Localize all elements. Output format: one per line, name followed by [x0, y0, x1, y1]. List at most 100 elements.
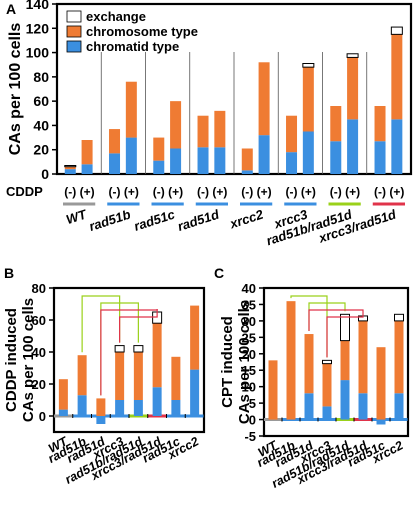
bar-chromatid-xrcc2: [190, 369, 200, 416]
y-axis-label-a: CAs per 100 cells: [7, 23, 24, 156]
y-tick-label-c: 5: [249, 396, 256, 411]
y-tick-label-b: 60: [32, 313, 46, 328]
y-tick-label-a: 40: [33, 117, 49, 133]
panel-label-c: C: [214, 265, 224, 281]
bar-chromosome-rad51d: [304, 334, 314, 394]
significance-bracket: [119, 309, 158, 343]
y-tick-label-c: 0: [249, 413, 256, 428]
bar-chromatid-WT: [58, 409, 68, 416]
bar-chromosome-rad51b: [286, 301, 296, 420]
panel-label-b: B: [4, 265, 14, 281]
bar-chromosome-WT: [58, 379, 68, 410]
bar-chromatid-rad51d: [96, 416, 106, 424]
legend-entry: chromatid type: [86, 39, 179, 54]
legend-swatch: [66, 25, 82, 38]
bar-chromosome-xrcc2: [190, 305, 200, 370]
y-tick-label-a: 20: [33, 142, 49, 158]
bar-chromosome-rad51b-plus: [125, 81, 137, 138]
group-label-rad51d: rad51d: [176, 206, 222, 234]
bar-chromatid-xrcc3/rad51d-minus: [374, 141, 386, 174]
legend-entry: exchange: [86, 9, 146, 24]
treatment-label: (-): [241, 185, 253, 199]
bar-chromatid-rad51c: [376, 419, 386, 425]
y-tick-label-a: 140: [26, 0, 50, 12]
bar-chromatid-xrcc3: [115, 400, 125, 416]
y-axis-label-b: CAs per 100 cells: [20, 298, 37, 422]
bar-chromatid-xrcc3-minus: [286, 152, 298, 174]
y-tick-label-c: 40: [242, 281, 256, 296]
bar-chromatid-rad51b/rad51d: [133, 400, 143, 416]
y-tick-label-c: 10: [242, 380, 256, 395]
treatment-label: (-): [197, 185, 209, 199]
treatment-label: (+): [345, 185, 360, 199]
y-axis-label-b: CDDP induced: [3, 308, 20, 412]
bar-chromosome-xrcc3: [322, 363, 332, 407]
group-label-WT: WT: [64, 206, 89, 227]
bar-chromosome-rad51b/rad51d-minus: [330, 106, 342, 142]
y-tick-label-c: 20: [242, 347, 256, 362]
bar-chromatid-WT-minus: [64, 169, 76, 174]
significance-bracket: [100, 309, 158, 396]
bar-exchange-xrcc3-plus: [302, 63, 315, 68]
bar-chromosome-WT-minus: [64, 166, 76, 170]
treatment-label: (+): [168, 185, 183, 199]
bar-chromatid-rad51b: [77, 395, 87, 416]
bar-chromatid-rad51b-plus: [125, 137, 137, 174]
legend-swatch: [66, 10, 82, 23]
treatment-label: (-): [330, 185, 342, 199]
bar-chromosome-rad51d-plus: [214, 110, 226, 148]
y-tick-label-c: -5: [244, 429, 256, 444]
bar-chromatid-rad51b/rad51d-plus: [347, 119, 359, 174]
bar-chromosome-xrcc2-plus: [258, 62, 270, 136]
group-label-xrcc2: xrcc2: [227, 206, 266, 231]
bar-exchange-xrcc3: [114, 345, 125, 353]
bar-chromosome-rad51c-plus: [170, 101, 182, 149]
treatment-axis-label: CDDP: [6, 184, 43, 199]
bar-chromatid-rad51c-plus: [170, 148, 182, 174]
y-tick-label-b: 80: [32, 281, 46, 296]
y-tick-label-a: 100: [26, 45, 50, 61]
bar-chromosome-xrcc2-minus: [241, 148, 253, 171]
bar-exchange-rad51b/rad51d: [133, 345, 144, 353]
bar-chromosome-rad51c-minus: [153, 137, 165, 161]
bar-chromatid-rad51c: [171, 400, 181, 416]
plot-frame-b: [52, 286, 206, 434]
y-tick-label-b: 40: [32, 345, 46, 360]
y-axis-label-c: CAs per 100 cells: [236, 300, 253, 424]
bar-chromatid-xrcc2: [394, 393, 404, 420]
treatment-label: (-): [374, 185, 386, 199]
bar-chromosome-xrcc3-plus: [302, 67, 314, 132]
bar-chromosome-rad51b: [77, 355, 87, 396]
bar-chromatid-rad51d: [304, 393, 314, 420]
bar-exchange-WT-minus: [64, 165, 77, 168]
panel-label-a: A: [6, 1, 16, 17]
bar-exchange-rad51b/rad51d: [340, 313, 350, 342]
plot-frame-c: [262, 286, 410, 438]
bar-chromosome-WT-plus: [81, 140, 93, 165]
bar-chromosome-xrcc3/rad51d: [358, 320, 368, 394]
bar-chromatid-rad51b-minus: [109, 153, 121, 174]
bar-chromosome-xrcc3/rad51d: [152, 323, 162, 388]
bar-exchange-xrcc3/rad51d-plus: [390, 26, 403, 35]
y-tick-label-a: 0: [41, 166, 49, 182]
bar-chromatid-rad51d-minus: [197, 147, 209, 174]
group-label-rad51b: rad51b: [87, 207, 132, 234]
bar-exchange-xrcc3: [322, 359, 332, 365]
treatment-label: (-): [109, 185, 121, 199]
bar-chromatid-xrcc3-plus: [302, 131, 314, 174]
y-tick-label-a: 120: [26, 20, 50, 36]
bar-exchange-rad51b/rad51d-plus: [346, 53, 359, 58]
bar-chromosome-WT: [268, 360, 278, 420]
treatment-label: (+): [80, 185, 95, 199]
bar-chromatid-xrcc3/rad51d: [358, 393, 368, 420]
bar-chromosome-rad51d: [96, 398, 106, 416]
bar-chromatid-rad51b/rad51d: [340, 380, 350, 420]
y-tick-label-b: 20: [32, 377, 46, 392]
bar-chromosome-rad51b/rad51d: [340, 340, 350, 381]
y-tick-label-a: 80: [33, 69, 49, 85]
bar-chromatid-xrcc3/rad51d: [152, 387, 162, 416]
legend-swatch: [66, 40, 82, 53]
y-tick-label-c: 30: [242, 314, 256, 329]
bar-chromosome-rad51c: [171, 356, 181, 400]
